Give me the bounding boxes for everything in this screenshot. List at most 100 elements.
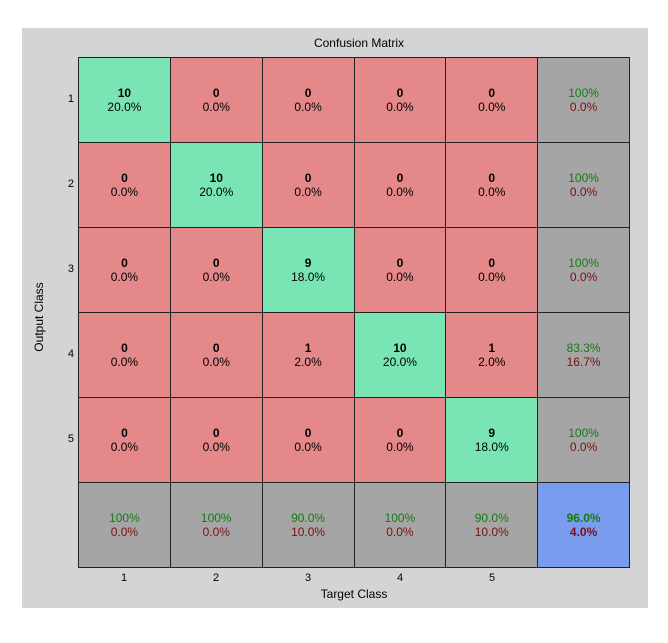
cell-count: 0 bbox=[396, 86, 404, 100]
cell-count: 1 bbox=[488, 341, 496, 355]
cell-percentage: 0.0% bbox=[110, 270, 139, 284]
y-tick-label: 4 bbox=[67, 348, 74, 361]
cell-count: 0 bbox=[304, 86, 312, 100]
matrix-cell-2-1: 0 0.0% bbox=[79, 143, 171, 228]
matrix-cell-1-3: 0 0.0% bbox=[262, 58, 355, 143]
summary-incorrect: 10.0% bbox=[474, 525, 509, 539]
summary-correct: 90.0% bbox=[474, 511, 509, 525]
summary-incorrect: 0.0% bbox=[569, 440, 598, 454]
cell-percentage: 0.0% bbox=[386, 100, 414, 114]
cell-percentage: 0.0% bbox=[294, 100, 322, 114]
cell-count: 0 bbox=[488, 171, 496, 185]
matrix-cell-2-5: 0 0.0% bbox=[446, 143, 539, 228]
summary-incorrect: 0.0% bbox=[569, 185, 598, 199]
x-axis-label: Target Class bbox=[320, 587, 388, 601]
matrix-cell-1-5: 0 0.0% bbox=[446, 58, 539, 143]
matrix-cell-3-1: 0 0.0% bbox=[79, 228, 171, 313]
matrix-cell-2-2: 10 20.0% bbox=[170, 143, 263, 228]
cell-percentage: 2.0% bbox=[294, 355, 322, 369]
cell-count: 0 bbox=[304, 426, 312, 440]
cell-percentage: 0.0% bbox=[294, 440, 322, 454]
summary-correct: 83.3% bbox=[566, 341, 601, 355]
cell-count: 0 bbox=[488, 86, 496, 100]
cell-count: 9 bbox=[304, 256, 312, 270]
summary-incorrect: 0.0% bbox=[110, 525, 139, 539]
y-tick-label: 2 bbox=[67, 177, 74, 190]
row-summary-cell-5: 100% 0.0% bbox=[538, 398, 630, 483]
cell-percentage: 0.0% bbox=[202, 440, 230, 454]
cell-percentage: 0.0% bbox=[202, 100, 230, 114]
cell-count: 0 bbox=[396, 426, 404, 440]
cell-count: 0 bbox=[212, 86, 220, 100]
cell-percentage: 0.0% bbox=[202, 355, 230, 369]
matrix-cell-5-4: 0 0.0% bbox=[354, 398, 447, 483]
cell-count: 0 bbox=[121, 426, 128, 440]
matrix-cell-4-4: 10 20.0% bbox=[354, 313, 447, 398]
cell-count: 9 bbox=[488, 426, 496, 440]
cell-count: 0 bbox=[212, 256, 220, 270]
matrix-cell-3-5: 0 0.0% bbox=[446, 228, 539, 313]
cell-percentage: 0.0% bbox=[110, 440, 139, 454]
y-tick-label: 3 bbox=[67, 262, 74, 275]
y-tick-label: 5 bbox=[67, 433, 74, 446]
summary-incorrect: 0.0% bbox=[569, 100, 598, 114]
row-summary-cell-2: 100% 0.0% bbox=[538, 143, 630, 228]
cell-count: 0 bbox=[396, 256, 404, 270]
summary-correct: 100% bbox=[568, 86, 599, 100]
x-tick-label: 2 bbox=[212, 572, 220, 584]
summary-correct: 90.0% bbox=[291, 511, 326, 525]
cell-percentage: 0.0% bbox=[386, 270, 414, 284]
cell-percentage: 20.0% bbox=[107, 100, 142, 114]
cell-count: 0 bbox=[121, 341, 128, 355]
matrix-cell-5-1: 0 0.0% bbox=[79, 398, 171, 483]
cell-percentage: 20.0% bbox=[382, 355, 417, 369]
y-tick-label: 1 bbox=[67, 92, 74, 105]
matrix-cell-3-2: 0 0.0% bbox=[170, 228, 263, 313]
cell-percentage: 0.0% bbox=[294, 185, 322, 199]
overall-accuracy-cell: 96.0% 4.0% bbox=[538, 483, 630, 568]
matrix-cell-3-4: 0 0.0% bbox=[354, 228, 447, 313]
chart-title: Confusion Matrix bbox=[313, 36, 405, 50]
matrix-cell-3-3: 9 18.0% bbox=[262, 228, 355, 313]
cell-count: 10 bbox=[393, 341, 407, 355]
matrix-cell-4-5: 1 2.0% bbox=[446, 313, 539, 398]
matrix-cell-4-3: 1 2.0% bbox=[262, 313, 355, 398]
summary-incorrect: 10.0% bbox=[291, 525, 326, 539]
cell-count: 0 bbox=[396, 171, 404, 185]
matrix-cell-1-2: 0 0.0% bbox=[170, 58, 263, 143]
cell-percentage: 0.0% bbox=[478, 270, 506, 284]
overall-incorrect: 4.0% bbox=[569, 525, 598, 539]
cell-percentage: 0.0% bbox=[478, 100, 506, 114]
x-tick-label: 4 bbox=[396, 572, 404, 584]
cell-percentage: 0.0% bbox=[386, 185, 414, 199]
x-tick-label: 1 bbox=[120, 572, 128, 584]
matrix-cell-1-1: 10 20.0% bbox=[79, 58, 171, 143]
row-summary-cell-4: 83.3% 16.7% bbox=[538, 313, 630, 398]
confusion-matrix-figure: Confusion Matrix 10 20.0% 0 0.0% 0 0.0% 0 0.0% 0… bbox=[22, 28, 648, 608]
cell-count: 0 bbox=[121, 256, 128, 270]
y-axis-label: Output Class bbox=[32, 282, 46, 352]
cell-count: 1 bbox=[304, 341, 312, 355]
matrix-cell-5-3: 0 0.0% bbox=[262, 398, 355, 483]
cell-count: 0 bbox=[212, 426, 220, 440]
matrix-cell-4-2: 0 0.0% bbox=[170, 313, 263, 398]
cell-count: 0 bbox=[488, 256, 496, 270]
summary-correct: 100% bbox=[200, 511, 232, 525]
column-summary-cell-4: 100% 0.0% bbox=[354, 483, 447, 568]
matrix-cell-1-4: 0 0.0% bbox=[354, 58, 447, 143]
cell-count: 0 bbox=[212, 341, 220, 355]
cell-percentage: 0.0% bbox=[478, 185, 506, 199]
summary-correct: 100% bbox=[568, 256, 599, 270]
matrix-cell-2-4: 0 0.0% bbox=[354, 143, 447, 228]
matrix-cell-5-5: 9 18.0% bbox=[446, 398, 539, 483]
x-tick-label: 3 bbox=[304, 572, 312, 584]
summary-correct: 100% bbox=[384, 511, 416, 525]
summary-incorrect: 0.0% bbox=[202, 525, 230, 539]
cell-percentage: 0.0% bbox=[110, 185, 139, 199]
summary-incorrect: 0.0% bbox=[386, 525, 414, 539]
summary-correct: 100% bbox=[568, 171, 599, 185]
matrix-cell-2-3: 0 0.0% bbox=[262, 143, 355, 228]
cell-percentage: 2.0% bbox=[478, 355, 506, 369]
cell-count: 0 bbox=[304, 171, 312, 185]
column-summary-cell-1: 100% 0.0% bbox=[79, 483, 171, 568]
